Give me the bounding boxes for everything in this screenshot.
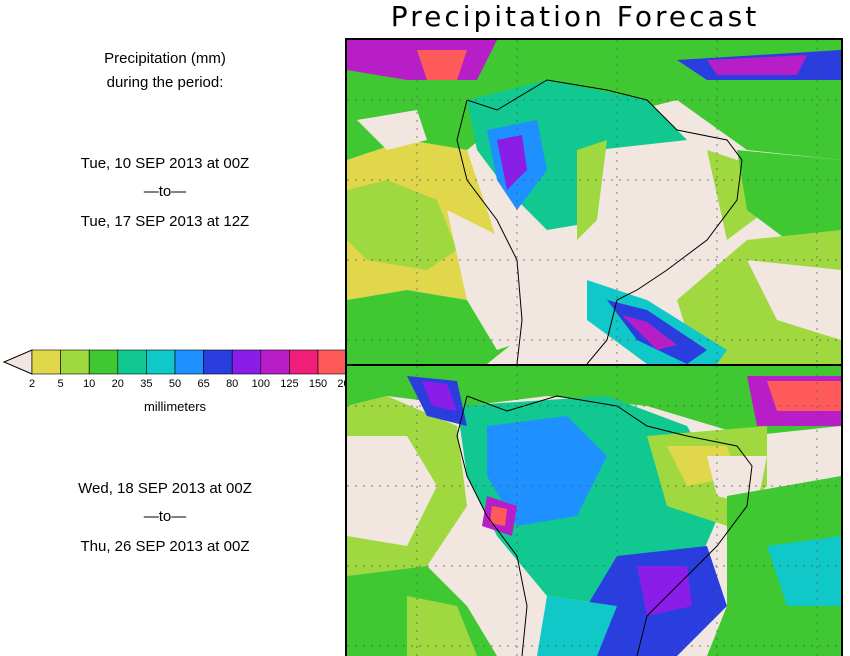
description-line-1: Precipitation (mm) [104, 50, 226, 67]
legend-swatch [289, 349, 319, 375]
description-line-2: during the period: [106, 74, 224, 91]
legend-swatch [174, 349, 204, 375]
legend-below-arrow [2, 349, 33, 375]
legend-tick-label: 35 [140, 378, 153, 390]
period1-start: Tue, 10 SEP 2013 at 00Z [80, 155, 250, 172]
legend-tick-label: 50 [168, 378, 182, 390]
forecast-map-period1 [345, 38, 843, 366]
legend-tick-label: 100 [251, 378, 270, 390]
period2-end: Thu, 26 SEP 2013 at 00Z [80, 538, 250, 555]
legend-swatch [317, 349, 347, 375]
period1-separator: —to— [143, 183, 187, 200]
legend-tick-label: 20 [111, 378, 124, 390]
legend-tick-label: 150 [308, 378, 328, 390]
period2-separator: —to— [143, 508, 187, 525]
legend-tick-label: 10 [83, 378, 96, 390]
forecast-map-period2 [345, 364, 843, 656]
legend-tick-label: 2 [28, 378, 36, 390]
legend-swatch [146, 349, 176, 375]
legend-units: millimeters [143, 399, 207, 414]
legend-swatch [31, 349, 61, 375]
legend-tick-label: 125 [280, 378, 299, 390]
legend-swatch [117, 349, 147, 375]
legend-swatch [260, 349, 290, 375]
legend-swatch [203, 349, 233, 375]
legend-swatch [88, 349, 119, 375]
period2-start: Wed, 18 SEP 2013 at 00Z [78, 480, 252, 497]
legend-swatch [231, 349, 262, 375]
legend-colorbar [2, 349, 374, 375]
legend-tick-label: 5 [57, 378, 64, 390]
legend-swatch [60, 349, 90, 375]
legend-tick-label: 65 [197, 378, 210, 390]
color-legend: 25102035506580100125150200 millimeters [0, 346, 374, 416]
page-title: Precipitation Forecast [390, 0, 760, 33]
legend-tick-label: 80 [226, 378, 239, 390]
period1-end: Tue, 17 SEP 2013 at 12Z [80, 213, 250, 230]
